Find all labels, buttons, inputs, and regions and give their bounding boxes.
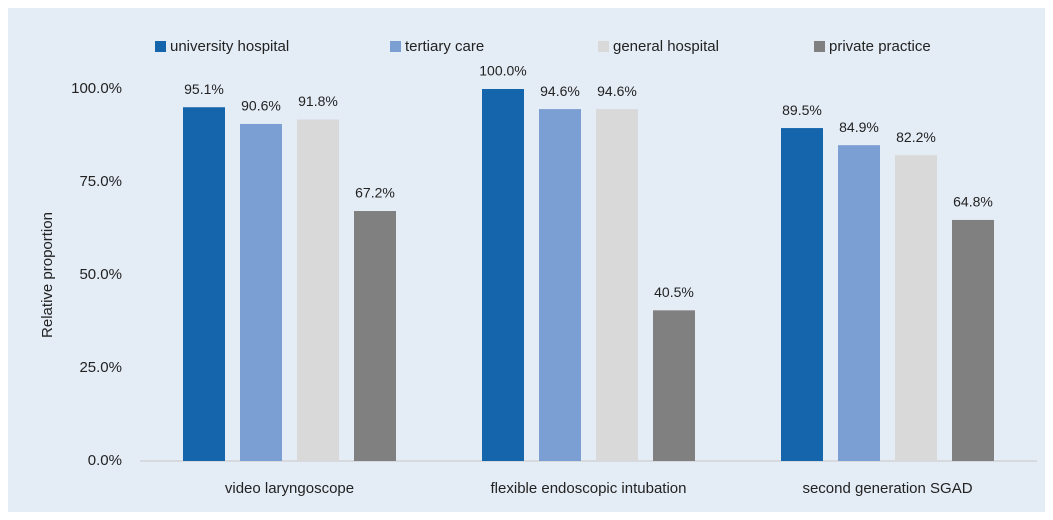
bar <box>482 89 524 461</box>
value-label: 84.9% <box>839 119 879 135</box>
value-label: 100.0% <box>479 63 526 79</box>
x-tick-label: second generation SGAD <box>802 480 972 497</box>
y-tick-label: 100.0% <box>71 80 122 97</box>
legend-label: general hospital <box>613 38 719 55</box>
bar <box>781 128 823 461</box>
legend-swatch <box>155 41 166 52</box>
bar <box>653 310 695 461</box>
value-label: 95.1% <box>184 81 224 97</box>
y-tick-label: 25.0% <box>79 359 122 376</box>
bar <box>354 211 396 461</box>
value-label: 94.6% <box>540 83 580 99</box>
value-label: 67.2% <box>355 185 395 201</box>
legend-label: private practice <box>829 38 931 55</box>
value-label: 94.6% <box>597 83 637 99</box>
value-label: 40.5% <box>654 284 694 300</box>
x-tick-label: flexible endoscopic intubation <box>491 480 687 497</box>
value-label: 82.2% <box>896 129 936 145</box>
y-axis-title: Relative proportion <box>39 212 56 338</box>
bar <box>183 107 225 461</box>
legend-swatch <box>598 41 609 52</box>
chart-background <box>8 8 1045 512</box>
bar <box>297 119 339 461</box>
y-tick-label: 50.0% <box>79 266 122 283</box>
bar <box>838 145 880 461</box>
value-label: 64.8% <box>953 194 993 210</box>
legend-label: university hospital <box>170 38 289 55</box>
value-label: 89.5% <box>782 102 822 118</box>
bar <box>596 109 638 461</box>
legend-swatch <box>390 41 401 52</box>
x-tick-label: video laryngoscope <box>225 480 354 497</box>
bar <box>952 219 994 461</box>
value-label: 91.8% <box>298 93 338 109</box>
y-tick-label: 75.0% <box>79 173 122 190</box>
bar <box>539 109 581 461</box>
bar <box>240 123 282 461</box>
legend-label: tertiary care <box>405 38 484 55</box>
bar <box>895 155 937 461</box>
legend-swatch <box>814 41 825 52</box>
value-label: 90.6% <box>241 98 281 114</box>
y-tick-label: 0.0% <box>88 452 122 469</box>
